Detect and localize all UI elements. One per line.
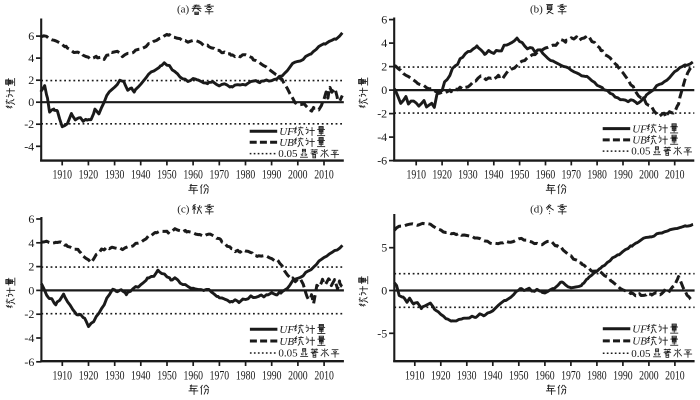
svg-text:1910: 1910 (405, 367, 425, 382)
svg-text:1970: 1970 (210, 167, 230, 182)
svg-text:1940: 1940 (483, 367, 503, 382)
svg-text:0.05: 0.05 (631, 146, 651, 158)
svg-text:1930: 1930 (457, 367, 477, 382)
svg-text:1990: 1990 (613, 167, 633, 182)
svg-text:1990: 1990 (262, 367, 282, 382)
svg-text:0: 0 (381, 83, 387, 97)
svg-text:1950: 1950 (157, 167, 177, 182)
svg-text:2: 2 (381, 60, 387, 74)
svg-text:UB: UB (279, 336, 294, 348)
svg-text:1920: 1920 (79, 367, 99, 382)
svg-text:0.05: 0.05 (631, 348, 651, 360)
svg-text:0.05: 0.05 (278, 148, 298, 160)
svg-text:-4: -4 (24, 139, 34, 153)
svg-text:1960: 1960 (535, 367, 555, 382)
svg-text:2000: 2000 (288, 367, 308, 382)
svg-text:(c): (c) (177, 204, 190, 216)
svg-text:1970: 1970 (561, 367, 581, 382)
svg-text:1990: 1990 (613, 367, 633, 382)
svg-text:1960: 1960 (536, 167, 556, 182)
svg-text:2010: 2010 (314, 367, 334, 382)
svg-text:1940: 1940 (131, 167, 151, 182)
svg-text:-6: -6 (24, 355, 34, 369)
svg-text:-2: -2 (24, 307, 34, 321)
svg-text:0: 0 (28, 95, 34, 109)
svg-text:5: 5 (381, 241, 387, 255)
svg-text:4: 4 (381, 36, 387, 50)
svg-text:UF: UF (632, 324, 647, 336)
svg-text:-2: -2 (377, 107, 387, 121)
svg-text:1920: 1920 (431, 367, 451, 382)
svg-text:1940: 1940 (131, 367, 151, 382)
svg-text:(b): (b) (530, 3, 543, 15)
svg-text:1970: 1970 (210, 367, 230, 382)
svg-text:UF: UF (279, 126, 294, 138)
svg-text:6: 6 (381, 13, 387, 27)
svg-text:1910: 1910 (406, 167, 426, 182)
svg-text:0: 0 (28, 283, 34, 297)
svg-text:UF: UF (279, 324, 294, 336)
svg-text:1980: 1980 (587, 367, 607, 382)
svg-text:1950: 1950 (157, 367, 177, 382)
svg-text:UF: UF (632, 123, 647, 135)
svg-text:2000: 2000 (288, 167, 308, 182)
svg-text:1910: 1910 (53, 367, 73, 382)
svg-text:UB: UB (632, 135, 647, 147)
svg-text:1930: 1930 (105, 367, 125, 382)
svg-text:2: 2 (28, 260, 34, 274)
svg-text:6: 6 (28, 29, 34, 43)
svg-text:-6: -6 (377, 154, 387, 168)
svg-text:-4: -4 (377, 130, 387, 144)
svg-text:4: 4 (28, 51, 34, 65)
svg-text:2010: 2010 (665, 367, 685, 382)
svg-text:1920: 1920 (79, 167, 99, 182)
svg-text:(d): (d) (530, 204, 543, 216)
svg-text:(a): (a) (177, 3, 190, 15)
svg-text:UB: UB (632, 336, 647, 348)
svg-text:1990: 1990 (262, 167, 282, 182)
svg-text:1910: 1910 (52, 167, 72, 182)
svg-text:2010: 2010 (665, 167, 685, 182)
svg-text:UB: UB (279, 137, 294, 149)
svg-text:0: 0 (381, 284, 387, 298)
svg-text:2000: 2000 (639, 167, 659, 182)
svg-text:6: 6 (28, 212, 34, 226)
svg-text:1940: 1940 (484, 167, 504, 182)
svg-text:2000: 2000 (639, 367, 659, 382)
svg-text:1980: 1980 (236, 167, 256, 182)
svg-text:1970: 1970 (562, 167, 582, 182)
svg-text:1980: 1980 (236, 367, 256, 382)
svg-text:0.05: 0.05 (278, 348, 298, 360)
svg-text:-4: -4 (24, 331, 34, 345)
svg-text:1930: 1930 (105, 167, 125, 182)
svg-text:1920: 1920 (432, 167, 452, 182)
svg-text:1950: 1950 (510, 167, 530, 182)
svg-text:2010: 2010 (314, 167, 334, 182)
svg-text:1980: 1980 (587, 167, 607, 182)
svg-text:1950: 1950 (509, 367, 529, 382)
svg-text:2: 2 (28, 73, 34, 87)
svg-text:-5: -5 (377, 326, 387, 340)
svg-text:4: 4 (28, 236, 34, 250)
svg-text:-2: -2 (24, 117, 34, 131)
svg-text:1960: 1960 (183, 167, 203, 182)
svg-text:1960: 1960 (183, 367, 203, 382)
svg-text:1930: 1930 (458, 167, 478, 182)
